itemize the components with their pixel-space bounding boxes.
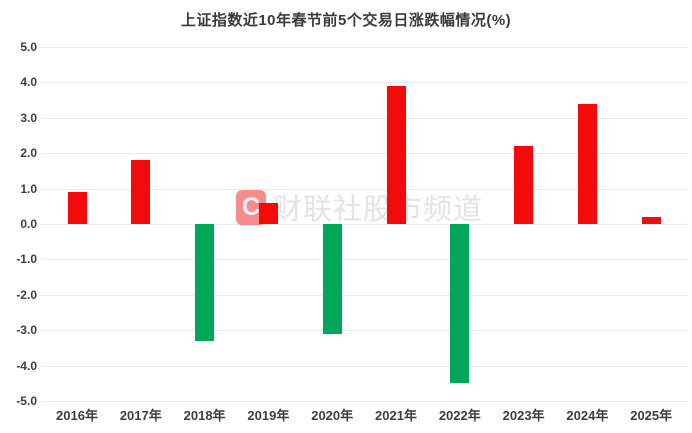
x-tick-2025年: 2025年 — [630, 408, 673, 423]
gridline-4.0 — [41, 82, 689, 84]
gridline--5.0 — [41, 401, 689, 402]
bar-2016年 — [67, 192, 87, 224]
x-tick-2019年: 2019年 — [247, 408, 290, 423]
gridline--4.0 — [41, 365, 689, 367]
chart-title: 上证指数近10年春节前5个交易日涨跌幅情况(%) — [180, 12, 512, 29]
x-tick-2022年: 2022年 — [438, 408, 481, 423]
y-tick-5.0: 5.0 — [20, 40, 37, 54]
y-tick--2.0: -2.0 — [16, 287, 37, 302]
gridline-2.0 — [41, 153, 689, 155]
y-tick-3.0: 3.0 — [20, 110, 37, 125]
bar-2021年 — [386, 85, 406, 224]
gridline--1.0 — [41, 259, 689, 261]
x-tick-2018年: 2018年 — [183, 408, 226, 423]
y-tick--1.0: -1.0 — [16, 252, 37, 267]
x-tick-2023年: 2023年 — [502, 408, 545, 423]
y-tick--5.0: -5.0 — [16, 394, 37, 408]
plot-area — [41, 47, 689, 402]
bar-2017年 — [131, 160, 151, 224]
gridline--2.0 — [41, 294, 689, 296]
y-tick-0.0: 0.0 — [20, 217, 37, 231]
y-tick--3.0: -3.0 — [16, 323, 37, 338]
bar-2018年 — [195, 224, 215, 341]
bar-2022年 — [450, 224, 470, 384]
y-tick-1.0: 1.0 — [20, 181, 37, 196]
x-tick-2024年: 2024年 — [566, 408, 609, 423]
bar-2025年 — [641, 216, 661, 224]
x-tick-2020年: 2020年 — [311, 408, 354, 423]
bar-2023年 — [514, 146, 534, 224]
bar-2020年 — [322, 224, 342, 334]
gridline--3.0 — [41, 330, 689, 332]
y-tick-4.0: 4.0 — [20, 75, 37, 90]
gridline-3.0 — [41, 117, 689, 119]
y-axis: 5.0 4.0 3.0 2.0 1.0 0.0 -1.0 -2.0 -3.0 -4.0 -5.0 — [0, 40, 37, 408]
x-tick-2016年: 2016年 — [56, 408, 98, 423]
x-tick-2021年: 2021年 — [375, 408, 417, 423]
gridline-1.0 — [41, 188, 689, 190]
bar-2024年 — [577, 103, 597, 224]
bar-2019年 — [258, 202, 278, 224]
x-tick-2017年: 2017年 — [119, 408, 162, 423]
y-tick-2.0: 2.0 — [20, 146, 37, 161]
x-axis: 2016年 2017年 2018年 2019年 2020年 2021年 2022年 2023年… — [41, 405, 689, 427]
y-tick--4.0: -4.0 — [16, 358, 37, 373]
gridline-0.0 — [41, 224, 689, 225]
gridline-5.0 — [41, 47, 689, 48]
